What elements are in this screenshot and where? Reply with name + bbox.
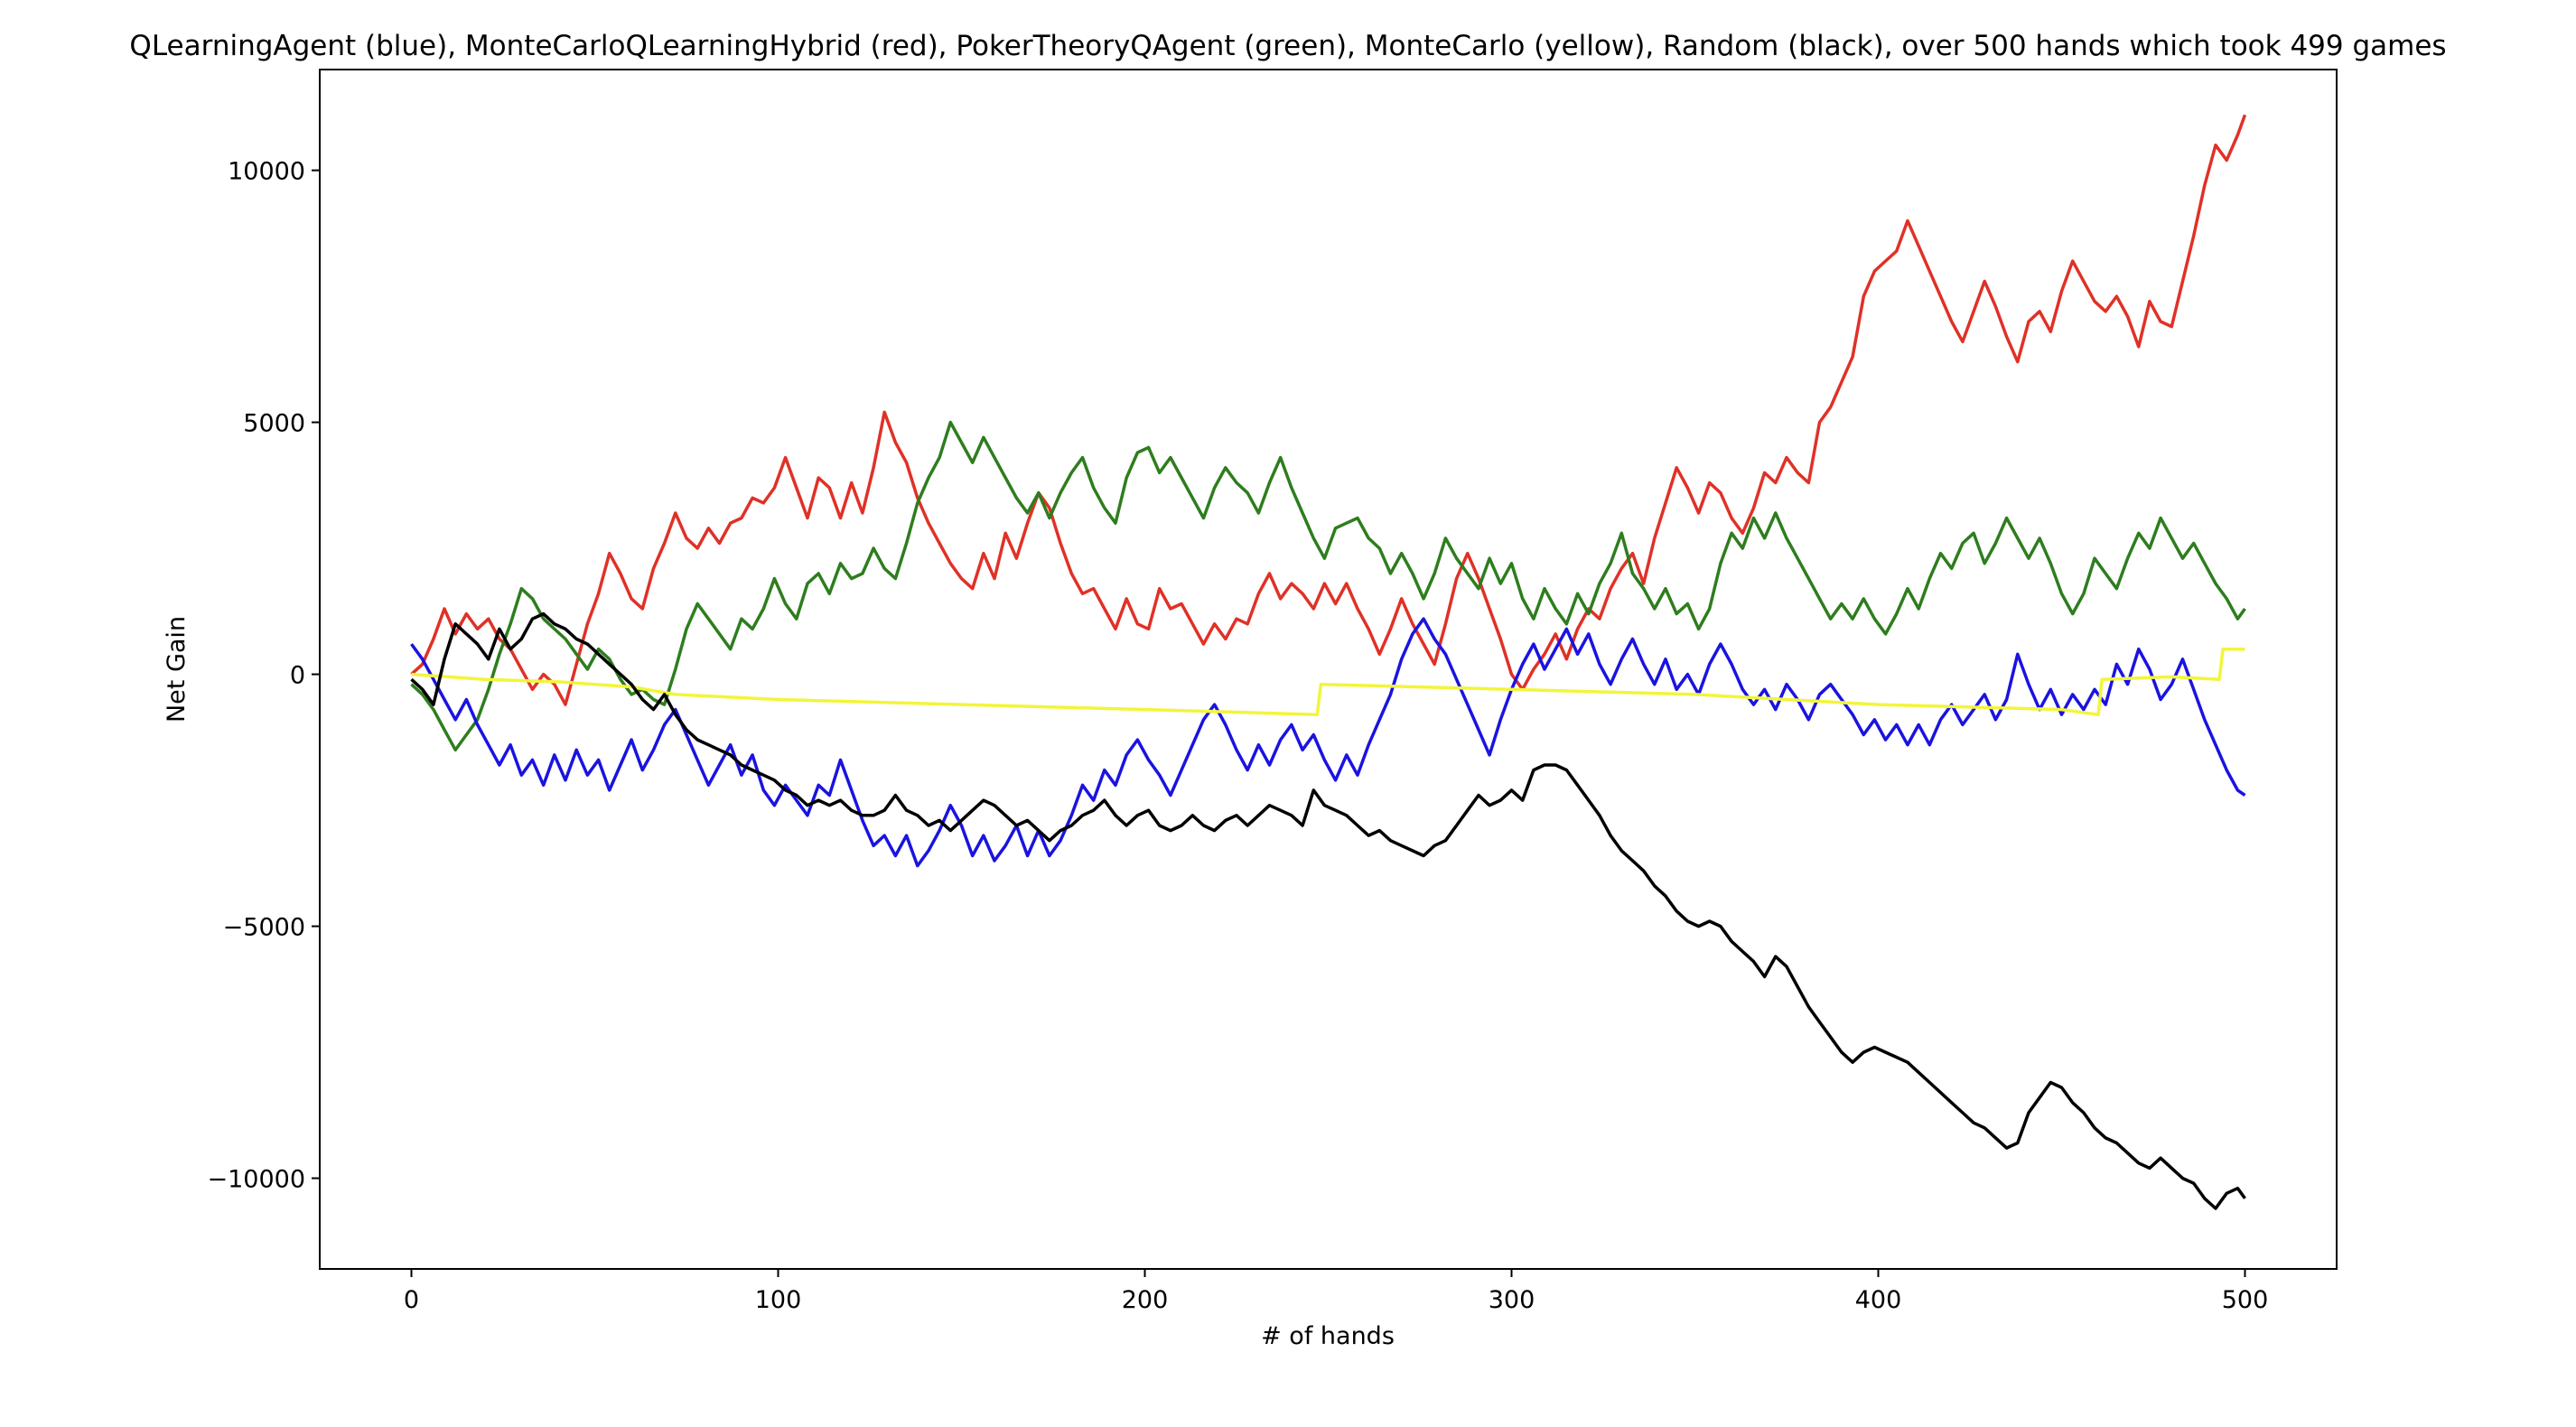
series-line-1: [410, 420, 2246, 752]
y-axis: 10000 5000 0 −5000 −10000: [207, 158, 320, 1194]
x-tick-label: 400: [1855, 1286, 1902, 1314]
x-axis: 0 100 200 300 400 500: [404, 1269, 2268, 1314]
x-tick-label: 200: [1122, 1286, 1169, 1314]
series-line-0: [410, 114, 2247, 706]
x-tick-label: 0: [404, 1286, 419, 1314]
y-tick-label: −5000: [223, 914, 305, 942]
plot-frame: [319, 69, 2338, 1270]
x-tick-label: 300: [1489, 1286, 1535, 1314]
x-tick-label: 100: [755, 1286, 802, 1314]
chart-title: QLearningAgent (blue), MonteCarloQLearni…: [129, 30, 2446, 62]
series-line-4: [410, 611, 2246, 1210]
series-lines: [410, 114, 2247, 1210]
series-line-3: [411, 647, 2245, 716]
y-tick-label: 0: [290, 662, 305, 690]
x-tick-label: 500: [2222, 1286, 2269, 1314]
y-tick-label: −10000: [207, 1166, 305, 1194]
x-axis-label: # of hands: [1261, 1322, 1395, 1350]
y-tick-label: 10000: [228, 158, 305, 186]
series-line-2: [410, 617, 2246, 868]
y-axis-label: Net Gain: [163, 616, 191, 723]
y-tick-label: 5000: [243, 410, 305, 438]
